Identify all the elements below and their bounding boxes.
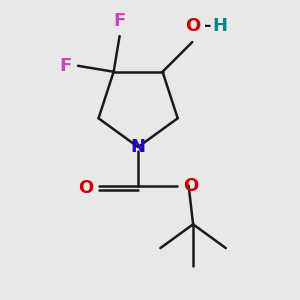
Text: O: O bbox=[183, 177, 199, 195]
Text: F: F bbox=[59, 57, 71, 75]
Text: H: H bbox=[212, 17, 227, 35]
Text: O: O bbox=[185, 17, 200, 35]
Text: N: N bbox=[130, 138, 146, 156]
Text: F: F bbox=[113, 11, 126, 29]
Text: -: - bbox=[204, 17, 211, 35]
Text: O: O bbox=[78, 179, 93, 197]
